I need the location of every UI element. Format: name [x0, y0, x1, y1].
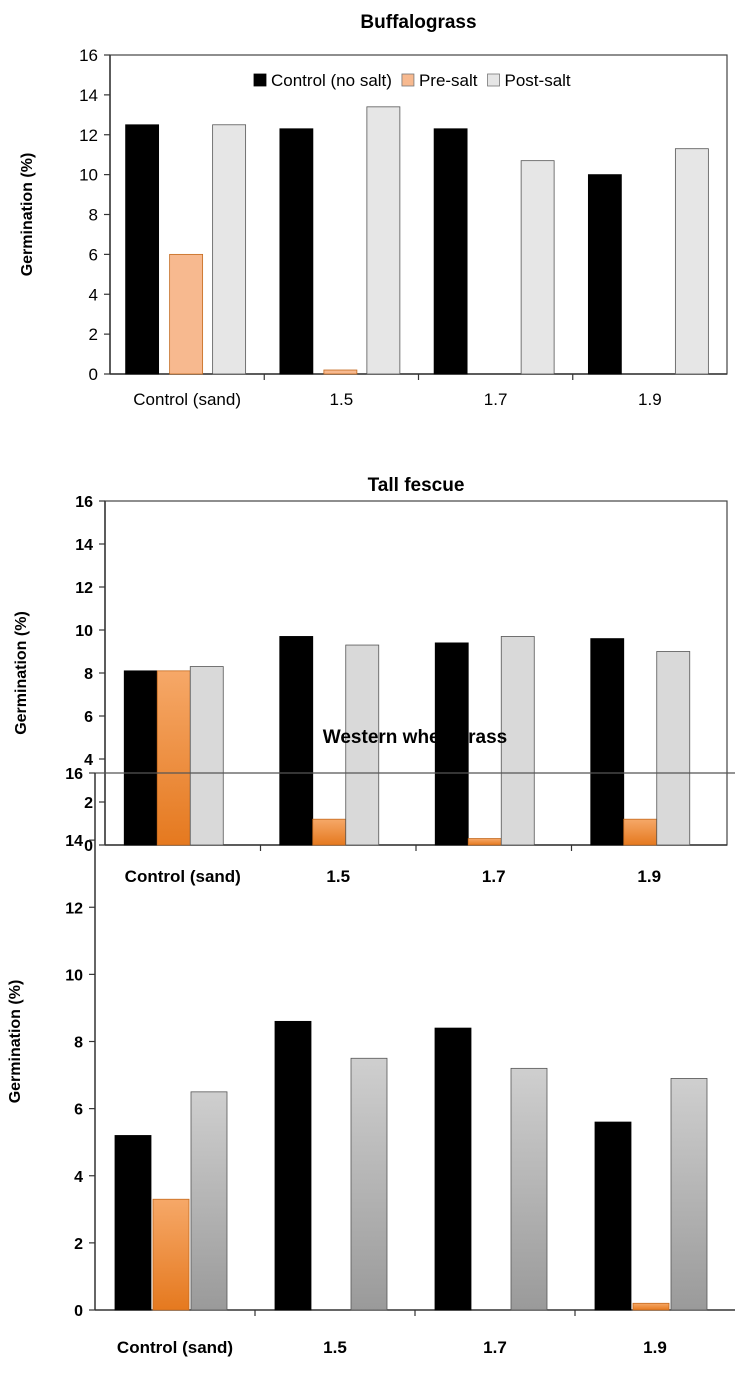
- y-tick-label: 10: [75, 623, 93, 640]
- bar-1-1-7: [434, 642, 469, 846]
- x-tick-label: Control (sand): [133, 390, 241, 409]
- y-tick-label: 8: [84, 666, 93, 683]
- y-tick-label: 8: [89, 206, 98, 225]
- chart-title: Buffalograss: [360, 12, 476, 33]
- y-tick-label: 6: [84, 709, 93, 726]
- legend-label-3: Post-salt: [505, 71, 571, 90]
- y-tick-label: 4: [89, 285, 98, 304]
- x-tick-label: 1.7: [484, 390, 508, 409]
- y-tick-label: 10: [65, 967, 83, 984]
- chart-title: Tall fescue: [368, 475, 465, 496]
- bar-2-control-sand-: [156, 670, 191, 846]
- bar-2-control-sand-: [169, 253, 204, 375]
- bar-3-1-5: [345, 644, 380, 846]
- bar-2-1-9: [623, 818, 658, 846]
- y-tick-label: 14: [79, 86, 98, 105]
- y-tick-label: 14: [65, 833, 83, 850]
- y-axis-label: Germination (%): [19, 153, 36, 277]
- bar-1-1-7: [434, 1027, 472, 1311]
- bar-3-1-9: [674, 148, 709, 375]
- y-tick-label: 6: [89, 245, 98, 264]
- bar-2-control-sand-: [152, 1198, 190, 1311]
- y-tick-label: 2: [74, 1236, 83, 1253]
- legend-swatch-3: [487, 73, 500, 87]
- bar-3-control-sand-: [189, 666, 224, 846]
- legend-label-2: Pre-salt: [419, 71, 478, 90]
- legend-label-1: Control (no salt): [271, 71, 392, 90]
- chart-title: Western wheatgrass: [323, 727, 507, 748]
- x-tick-label: 1.9: [638, 390, 662, 409]
- y-tick-label: 4: [74, 1169, 83, 1186]
- bar-3-1-5: [350, 1057, 388, 1311]
- y-axis-label: Germination (%): [13, 611, 30, 735]
- y-tick-label: 12: [79, 126, 98, 145]
- bar-1-1-5: [279, 636, 314, 846]
- y-tick-label: 16: [65, 766, 83, 783]
- y-tick-label: 2: [84, 795, 93, 812]
- x-tick-label: 1.5: [330, 390, 354, 409]
- y-tick-label: 10: [79, 166, 98, 185]
- bar-1-control-sand-: [123, 670, 158, 846]
- legend-swatch-2: [401, 73, 415, 87]
- bar-1-1-9: [587, 174, 622, 375]
- legend: Control (no salt) Pre-salt Post-salt: [253, 71, 571, 90]
- chart-panel-3: Western wheatgrass 0 2 4 6 8 10 12 14 16 Germinati…: [7, 727, 735, 1357]
- x-tick-label: 1.9: [643, 1338, 667, 1357]
- y-axis-label: Germination (%): [7, 980, 24, 1104]
- bar-3-1-7: [510, 1067, 548, 1311]
- x-tick-label: Control (sand): [125, 867, 241, 886]
- bar-3-1-7: [500, 636, 535, 846]
- x-tick-label: 1.5: [323, 1338, 347, 1357]
- bar-1-1-5: [274, 1020, 312, 1311]
- y-tick-label: 4: [84, 752, 93, 769]
- y-tick-label: 8: [74, 1035, 83, 1052]
- bar-1-1-7: [433, 128, 468, 375]
- y-tick-label: 14: [75, 537, 93, 554]
- y-tick-label: 12: [65, 900, 83, 917]
- x-tick-label: 1.9: [637, 867, 661, 886]
- bar-3-control-sand-: [212, 124, 247, 375]
- x-tick-label: 1.7: [483, 1338, 507, 1357]
- bar-2-1-5: [323, 369, 358, 375]
- y-tick-label: 2: [89, 325, 98, 344]
- bar-1-1-9: [594, 1121, 632, 1311]
- bar-2-1-7: [467, 838, 502, 846]
- y-tick-label: 0: [74, 1303, 83, 1320]
- y-tick-label: 0: [89, 365, 98, 384]
- x-tick-label: 1.5: [326, 867, 350, 886]
- bar-1-1-5: [279, 128, 314, 375]
- chart-panel-2: Tall fescue 0 2 4 6 8 10 12 14 16 Germination (%) C…: [13, 475, 728, 886]
- bar-3-control-sand-: [190, 1091, 228, 1311]
- bar-2-1-5: [312, 818, 347, 846]
- y-tick-label: 16: [75, 494, 93, 511]
- y-tick-label: 6: [74, 1102, 83, 1119]
- y-tick-label: 12: [75, 580, 93, 597]
- chart-panel-1: Buffalograss 0 2 4 6 8 10 12 14 16 Germination (%)…: [19, 12, 728, 409]
- y-tick-label: 16: [79, 46, 98, 65]
- bar-1-control-sand-: [114, 1135, 152, 1311]
- bar-1-1-9: [590, 638, 625, 846]
- y-tick-label: 0: [84, 838, 93, 855]
- bar-3-1-9: [670, 1078, 708, 1311]
- bar-3-1-9: [656, 651, 691, 846]
- legend-swatch-1: [253, 73, 267, 87]
- x-tick-label: Control (sand): [117, 1338, 233, 1357]
- bar-2-1-9: [632, 1302, 670, 1311]
- bar-3-1-5: [366, 106, 401, 375]
- bar-3-1-7: [520, 160, 555, 375]
- bar-1-control-sand-: [125, 124, 160, 375]
- x-tick-label: 1.7: [482, 867, 506, 886]
